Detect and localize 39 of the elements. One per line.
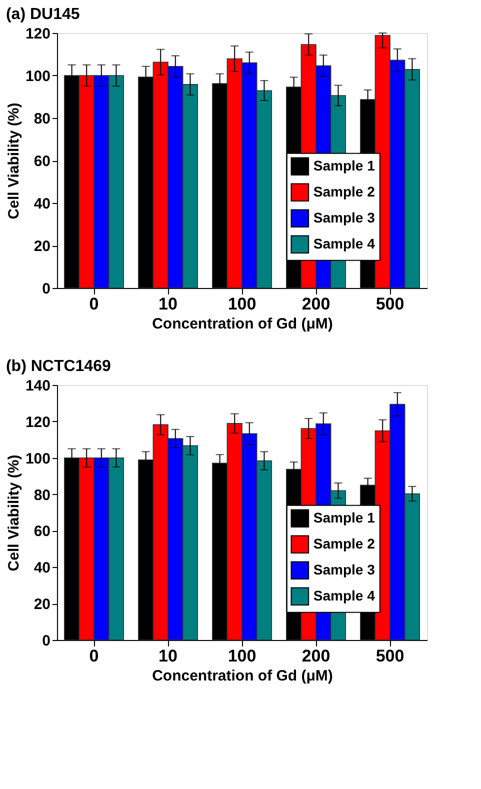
y-tick-label: 80 (34, 110, 50, 128)
y-tick-label: 20 (34, 238, 50, 255)
y-axis-title: Cell Viability (%) (5, 454, 22, 572)
x-tick-label: 200 (302, 646, 330, 666)
y-tick-label: 20 (34, 596, 50, 614)
y-tick-label: 120 (25, 414, 50, 431)
legend-label: Sample 1 (313, 157, 376, 174)
x-tick-label: 10 (158, 646, 178, 666)
y-tick-label: 80 (34, 486, 50, 504)
legend-label: Sample 4 (313, 587, 376, 604)
chart-title: (b) NCTC1469 (6, 358, 111, 375)
legend-label: Sample 3 (313, 561, 376, 578)
x-tick-label: 0 (89, 294, 99, 314)
legend-label: Sample 2 (313, 535, 376, 552)
y-tick-label: 40 (34, 560, 50, 577)
y-tick-label: 0 (42, 280, 50, 298)
y-tick-label: 100 (25, 450, 50, 468)
legend-label: Sample 2 (313, 183, 376, 200)
legend-label: Sample 1 (313, 509, 376, 526)
x-tick-label: 100 (228, 646, 256, 666)
x-axis-title: Concentration of Gd (μM) (152, 316, 333, 332)
chart-title: (a) DU145 (6, 6, 80, 23)
x-tick-label: 0 (89, 646, 99, 666)
legend-label: Sample 3 (313, 209, 376, 226)
x-tick-label: 200 (302, 294, 330, 314)
y-tick-label: 40 (34, 196, 50, 212)
y-tick-label: 0 (42, 632, 50, 650)
x-tick-label: 500 (376, 646, 404, 666)
y-tick-label: 60 (34, 523, 50, 540)
y-tick-label: 100 (25, 68, 50, 85)
x-tick-label: 10 (158, 294, 178, 314)
y-tick-label: 60 (34, 153, 50, 170)
x-tick-label: 100 (228, 294, 256, 314)
y-axis-title: Cell Viability (%) (5, 102, 22, 220)
y-tick-label: 120 (25, 26, 50, 42)
x-tick-label: 500 (376, 294, 404, 314)
x-axis-title: Concentration of Gd (μM) (152, 668, 333, 684)
y-tick-label: 140 (25, 378, 50, 394)
legend-label: Sample 4 (313, 235, 376, 252)
